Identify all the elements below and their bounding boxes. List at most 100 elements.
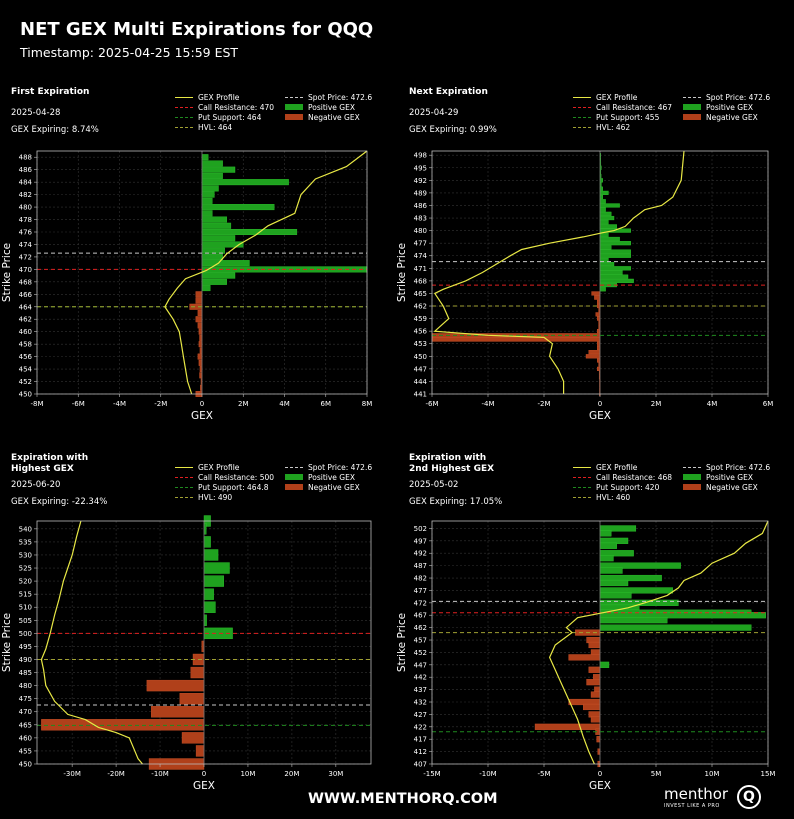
legend-label: HVL: 464: [198, 123, 233, 132]
positive-gex-bar: [201, 172, 223, 179]
negative-gex-bar: [195, 291, 203, 298]
y-tick-label: 447: [414, 661, 427, 669]
legend-label: Call Resistance: 468: [596, 473, 673, 482]
legend-hvl: HVL: 490: [175, 493, 232, 503]
y-tick-label: 458: [19, 341, 32, 349]
x-tick-label: -2M: [154, 400, 167, 408]
y-tick-label: 520: [19, 578, 32, 586]
x-tick-label: 10M: [705, 770, 720, 778]
negative-gex-bar: [585, 354, 601, 359]
positive-gex-bar: [203, 562, 230, 574]
gex-expiring: GEX Expiring: 17.05%: [409, 497, 503, 507]
legend-gex-profile: GEX Profile: [573, 463, 637, 473]
x-tick-label: 2M: [651, 400, 662, 408]
legend-swatch: [175, 106, 193, 108]
x-tick-label: 6M: [321, 400, 332, 408]
footer-site[interactable]: WWW.MENTHORQ.COM: [308, 791, 498, 807]
y-axis-label: Strike Price: [396, 243, 408, 302]
y-tick-label: 460: [19, 734, 32, 742]
x-tick-label: -6M: [425, 400, 438, 408]
negative-gex-bar: [198, 359, 203, 366]
page-title: NET GEX Multi Expirations for QQQ: [20, 19, 374, 40]
legend-label: Negative GEX: [706, 113, 758, 122]
x-tick-label: 30M: [328, 770, 343, 778]
gex-profile-line: [433, 150, 685, 394]
legend-put-support: Put Support: 455: [573, 113, 659, 123]
y-tick-label: 452: [414, 649, 427, 657]
positive-gex-bar: [599, 262, 615, 267]
x-tick-label: -5M: [537, 770, 550, 778]
positive-gex-bar: [599, 270, 623, 275]
negative-gex-bar: [181, 732, 205, 744]
negative-gex-bar: [597, 303, 601, 309]
y-tick-label: 480: [19, 204, 32, 212]
y-tick-label: 484: [19, 179, 33, 187]
legend-label: Spot Price: 472.6: [706, 93, 771, 102]
y-tick-label: 480: [19, 682, 32, 690]
negative-gex-bar: [41, 719, 205, 731]
negative-gex-bar: [197, 353, 203, 360]
legend-label: GEX Profile: [596, 93, 638, 102]
y-tick-label: 487: [414, 562, 427, 570]
legend-label: Call Resistance: 467: [596, 103, 673, 112]
positive-gex-bar: [203, 588, 214, 600]
legend-label: Put Support: 464: [198, 113, 262, 122]
negative-gex-bar: [588, 350, 601, 355]
legend-positive-gex: Positive GEX: [683, 473, 753, 483]
positive-gex-bar: [599, 207, 606, 212]
y-tick-label: 478: [19, 216, 32, 224]
y-axis-label: Strike Price: [1, 613, 13, 672]
legend-negative-gex: Negative GEX: [683, 113, 758, 123]
y-tick-label: 498: [414, 152, 427, 160]
legend-positive-gex: Positive GEX: [285, 103, 355, 113]
legend-label: Spot Price: 472.6: [308, 463, 373, 472]
legend-call-resistance: Call Resistance: 467: [573, 103, 672, 113]
legend-swatch: [683, 474, 701, 480]
gex-expiring: GEX Expiring: 0.99%: [409, 125, 497, 135]
legend-hvl: HVL: 464: [175, 123, 232, 133]
negative-gex-bar: [190, 666, 205, 679]
y-tick-label: 457: [414, 637, 427, 645]
negative-gex-bar: [597, 316, 601, 321]
y-tick-label: 465: [19, 721, 32, 729]
negative-gex-bar: [195, 297, 203, 304]
legend-label: Negative GEX: [308, 483, 360, 492]
x-tick-label: 5M: [651, 770, 662, 778]
y-tick-label: 454: [19, 366, 33, 374]
negative-gex-bar: [195, 316, 203, 323]
negative-gex-bar: [597, 329, 601, 334]
y-tick-label: 497: [414, 537, 427, 545]
positive-gex-bar: [201, 166, 236, 173]
y-tick-label: 485: [19, 669, 32, 677]
panel-title: Expiration with 2nd Highest GEX: [409, 453, 495, 474]
y-axis-label: Strike Price: [1, 243, 13, 302]
legend-swatch: [573, 106, 591, 108]
legend-hvl: HVL: 462: [573, 123, 630, 133]
negative-gex-bar: [597, 299, 601, 304]
x-tick-label: 8M: [362, 400, 373, 408]
y-tick-label: 500: [19, 630, 32, 638]
legend-gex-profile: GEX Profile: [175, 93, 239, 103]
y-tick-label: 453: [414, 340, 427, 348]
x-tick-label: -6M: [72, 400, 85, 408]
legend-label: Put Support: 464.8: [198, 483, 269, 492]
y-tick-label: 540: [19, 525, 32, 533]
gex-chart-2: 450 455 460 465 470 475 480 485 490 495 500 505 510 5…: [1, 515, 372, 792]
x-tick-label: 4M: [279, 400, 290, 408]
y-tick-label: 474: [414, 252, 428, 260]
negative-gex-bar: [179, 693, 205, 705]
legend-label: HVL: 490: [198, 493, 233, 502]
legend-call-resistance: Call Resistance: 470: [175, 103, 274, 113]
y-tick-label: 441: [414, 391, 427, 399]
positive-gex-bar: [201, 247, 225, 254]
y-tick-label: 452: [19, 378, 32, 386]
y-tick-label: 427: [414, 711, 427, 719]
negative-gex-bar: [195, 745, 205, 757]
negative-gex-bar: [431, 337, 601, 342]
positive-gex-bar: [201, 222, 232, 229]
legend-swatch: [683, 96, 701, 98]
positive-gex-bar: [201, 278, 227, 285]
y-tick-label: 456: [19, 353, 33, 361]
negative-gex-bar: [597, 358, 601, 363]
